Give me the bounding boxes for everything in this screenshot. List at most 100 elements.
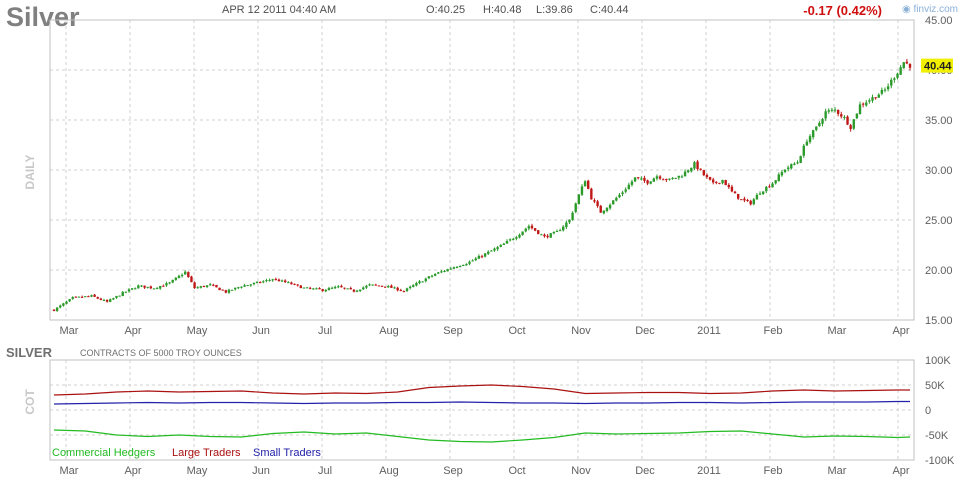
brand-link[interactable]: ◉ finviz.com xyxy=(902,4,958,15)
candle-body xyxy=(605,207,609,211)
candle-body xyxy=(705,174,709,177)
candle-body xyxy=(615,197,618,201)
large-traders-line xyxy=(53,384,910,396)
cot-grid xyxy=(49,359,915,461)
candle-body xyxy=(140,285,143,287)
candle-body xyxy=(177,275,181,278)
candle-body xyxy=(821,119,824,124)
candle-body xyxy=(180,274,184,277)
candle-body xyxy=(421,281,424,283)
candle-body xyxy=(252,282,256,285)
cot-month-label: Apr xyxy=(892,465,909,477)
price-tick-label: 25.00 xyxy=(925,215,953,227)
candle-body xyxy=(893,78,896,80)
candle-body xyxy=(568,219,571,223)
candle-body xyxy=(565,222,568,228)
cot-subtitle: CONTRACTS OF 5000 TROY OUNCES xyxy=(80,348,242,358)
candle-body xyxy=(830,109,834,111)
candle-body xyxy=(546,235,549,238)
candle-body xyxy=(665,178,668,180)
candle-body xyxy=(87,296,90,298)
candle-body xyxy=(452,267,456,269)
candle-body xyxy=(652,178,656,182)
candle-body xyxy=(202,286,206,288)
candle-body xyxy=(527,226,531,229)
candle-body xyxy=(818,122,821,127)
candle-body xyxy=(333,286,337,289)
candle-body xyxy=(690,167,693,172)
candle-body xyxy=(90,295,93,297)
candle-body xyxy=(143,285,146,288)
cot-month-label: May xyxy=(187,465,208,477)
candle-body xyxy=(402,290,406,292)
candle-body xyxy=(299,285,303,289)
candle-body xyxy=(271,279,274,281)
candle-body xyxy=(449,268,452,270)
cot-month-label: Nov xyxy=(571,465,591,477)
candle-body xyxy=(840,114,843,117)
candle-body xyxy=(524,228,527,232)
candle-body xyxy=(708,176,712,180)
candle-body xyxy=(174,277,178,280)
candle-body xyxy=(746,200,749,202)
candle-body xyxy=(596,201,599,207)
candle-body xyxy=(318,288,321,290)
candle-body xyxy=(599,205,602,213)
candle-body xyxy=(602,210,606,214)
cot-month-label: Feb xyxy=(764,465,783,477)
candle-body xyxy=(740,199,743,201)
candle-body xyxy=(843,116,846,118)
candle-body xyxy=(65,301,68,304)
candle-body xyxy=(755,194,759,200)
candle-body xyxy=(290,282,293,285)
price-tick-label: 15.00 xyxy=(925,315,953,327)
cot-tick-label: -50K xyxy=(925,430,949,442)
candle-body xyxy=(374,284,377,286)
candle-body xyxy=(699,168,702,170)
candle-body xyxy=(490,250,493,252)
candle-body xyxy=(137,285,140,289)
cot-y-axis: 100K 50K 0 -50K -100K xyxy=(925,355,955,467)
candle-body xyxy=(433,273,437,276)
candle-body xyxy=(608,204,612,209)
candle-body xyxy=(577,194,581,205)
candle-body xyxy=(530,225,534,229)
price-month-label: Jul xyxy=(318,325,332,337)
cot-month-label: 2011 xyxy=(697,465,721,477)
candle-body xyxy=(52,309,56,311)
cot-legend: Commercial Hedgers Large Traders Small Tra… xyxy=(52,447,321,459)
candle-body xyxy=(883,89,887,91)
candle-body xyxy=(649,181,652,184)
candle-body xyxy=(377,285,381,287)
candle-body xyxy=(733,191,737,194)
candle-body xyxy=(833,109,837,111)
candle-body xyxy=(790,164,793,169)
candle-body xyxy=(308,287,312,289)
candle-body xyxy=(243,285,246,287)
price-month-label: Mar xyxy=(60,325,79,337)
last-price-marker: 40.44 xyxy=(921,58,953,73)
candle-body xyxy=(680,176,684,178)
candle-body xyxy=(68,299,71,302)
candle-body xyxy=(112,298,115,300)
candle-body xyxy=(205,285,209,287)
cot-month-label: Jul xyxy=(318,465,332,477)
candle-body xyxy=(393,287,396,289)
candle-body xyxy=(474,258,477,261)
candle-body xyxy=(799,156,802,164)
candle-body xyxy=(287,282,290,284)
candle-body xyxy=(405,288,409,291)
cot-month-label: Mar xyxy=(828,465,847,477)
price-month-label: Feb xyxy=(764,325,783,337)
candle-body xyxy=(165,283,168,286)
price-tick-label: 45.00 xyxy=(925,15,953,27)
candle-body xyxy=(218,287,221,291)
candle-body xyxy=(427,276,431,279)
candle-body xyxy=(71,297,74,299)
candle-body xyxy=(471,260,474,262)
candle-body xyxy=(518,234,521,238)
candle-body xyxy=(512,238,515,240)
candle-body xyxy=(462,264,465,266)
candle-body xyxy=(199,286,203,288)
candle-body xyxy=(330,287,334,289)
